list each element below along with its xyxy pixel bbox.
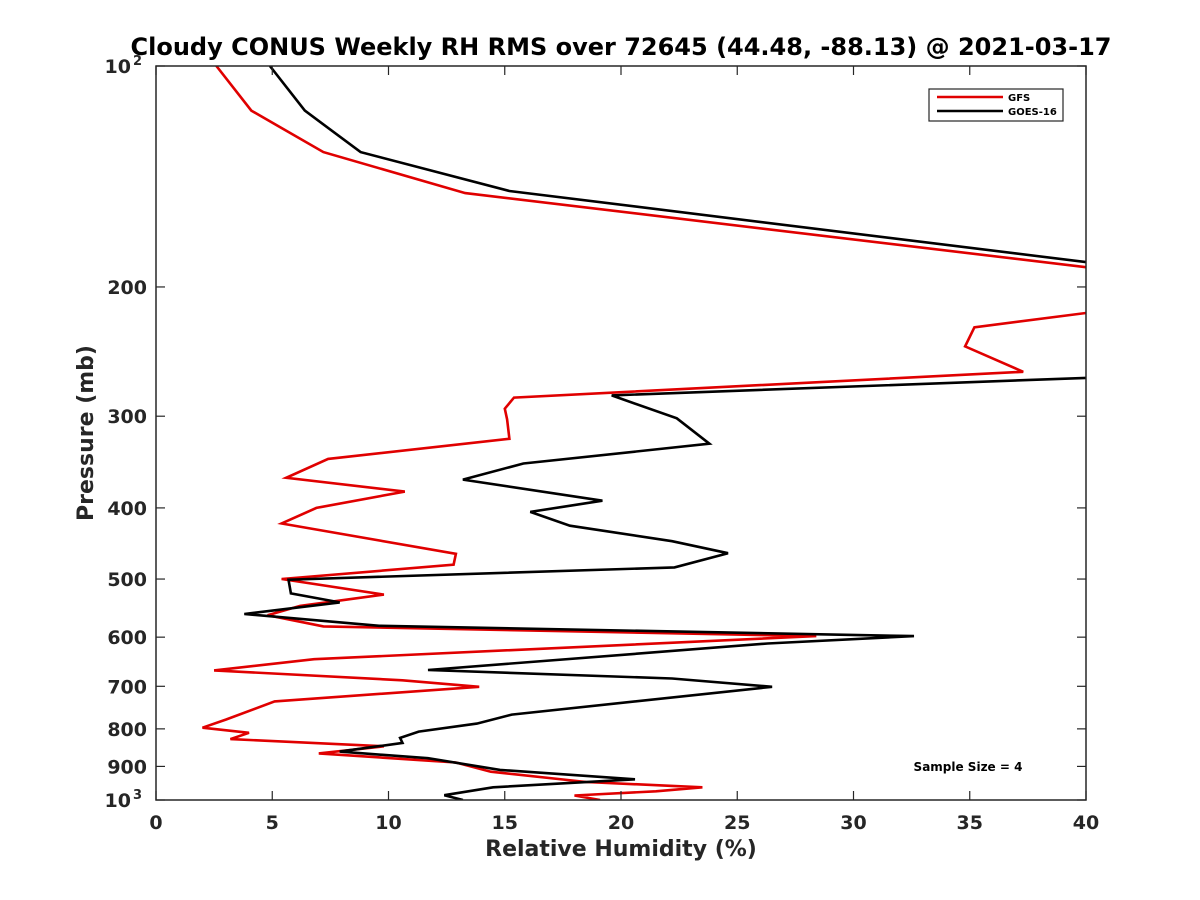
legend-box (928, 88, 1064, 122)
y-tick-exponent: 2 (133, 54, 142, 69)
legend: GFS GOES-16 (928, 88, 1064, 122)
legend-label-goes16: GOES-16 (1008, 107, 1057, 118)
x-tick-label: 0 (149, 812, 162, 834)
series-goes16-line-0 (268, 66, 1086, 264)
y-tick-label: 900 (107, 756, 147, 778)
y-tick-label: 600 (107, 627, 147, 649)
y-tick-label: 500 (107, 569, 147, 591)
sample-size-annotation: Sample Size = 4 (914, 760, 1023, 774)
chart-title: Cloudy CONUS Weekly RH RMS over 72645 (4… (131, 33, 1112, 61)
series-layer (202, 66, 1086, 800)
y-tick-label: 200 (107, 277, 147, 299)
y-axis-label: Pressure (mb) (74, 345, 99, 521)
x-tick-label: 35 (957, 812, 983, 834)
legend-label-gfs: GFS (1008, 93, 1030, 104)
y-tick-exponent: 3 (133, 788, 142, 803)
y-tick-label: 10 (105, 790, 131, 812)
x-tick-label: 40 (1073, 812, 1099, 834)
x-tick-label: 15 (492, 812, 518, 834)
y-tick-label: 10 (105, 56, 131, 78)
y-tick-label: 300 (107, 406, 147, 428)
series-gfs-line-0 (215, 66, 1086, 269)
y-tick-label: 800 (107, 719, 147, 741)
x-tick-label: 5 (266, 812, 279, 834)
y-tick-label: 700 (107, 676, 147, 698)
plot-area-frame (155, 65, 1087, 801)
series-gfs-line-1 (202, 311, 1086, 800)
x-axis: 0 5 10 15 20 25 30 35 40 (149, 66, 1099, 834)
x-tick-label: 30 (840, 812, 866, 834)
x-tick-label: 20 (608, 812, 634, 834)
x-axis-label: Relative Humidity (%) (485, 837, 757, 862)
x-tick-label: 25 (724, 812, 750, 834)
y-tick-label: 400 (107, 498, 147, 520)
series-goes16-line-1 (244, 376, 1086, 800)
x-tick-label: 10 (375, 812, 401, 834)
